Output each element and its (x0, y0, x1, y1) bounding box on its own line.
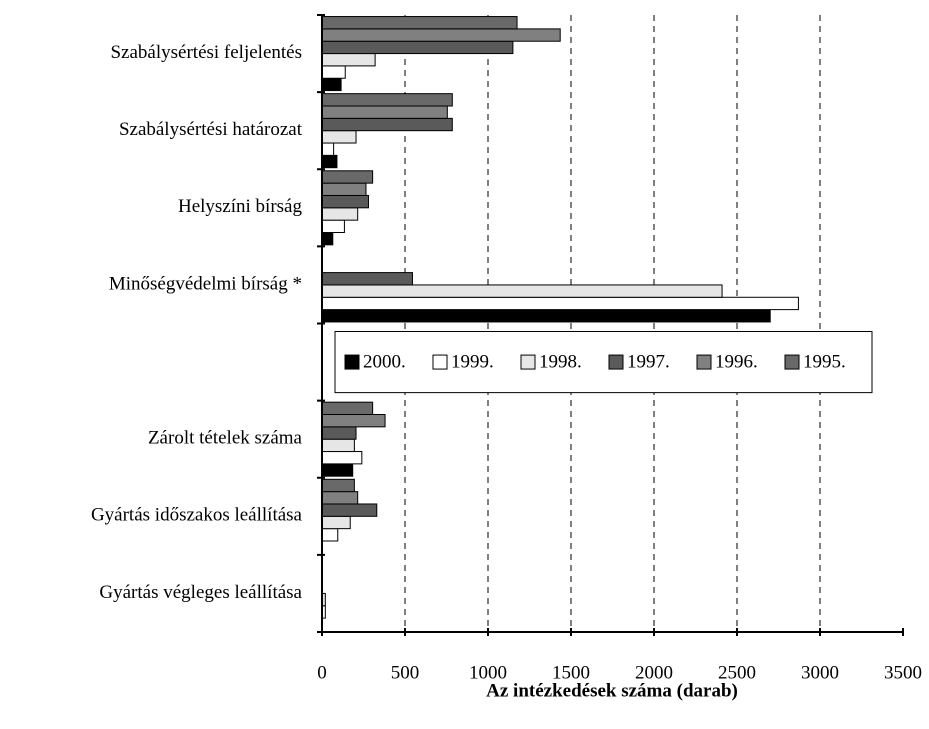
bar (321, 231, 334, 246)
y-tick-label: Minőségvédelmi bírság * (109, 273, 302, 294)
bar (321, 207, 359, 221)
bar (321, 170, 374, 184)
legend-swatch (608, 354, 624, 370)
bar (321, 451, 363, 465)
legend-swatch (432, 354, 448, 370)
bar (321, 478, 355, 493)
bar (321, 515, 351, 530)
y-tick-label: Gyártás időszakos leállítása (91, 505, 303, 526)
bar (321, 438, 355, 453)
y-tick-label: Zárolt tételek száma (148, 428, 303, 449)
legend-label: 1999. (451, 351, 494, 372)
x-tick-label: 3000 (801, 662, 839, 683)
bar (321, 182, 367, 196)
bar (321, 28, 561, 42)
bar (321, 16, 518, 30)
legend-label: 1995. (803, 351, 846, 372)
y-tick-label: Helyszíni bírság (178, 196, 303, 217)
legend-swatch (784, 354, 800, 370)
legend-label: 1998. (539, 351, 582, 372)
bar (321, 65, 346, 79)
bar (321, 414, 386, 428)
y-tick-label: Gyártás végleges leállítása (99, 582, 302, 603)
legend-label: 1996. (715, 351, 758, 372)
legend-label: 1997. (627, 351, 670, 372)
legend-swatch (344, 354, 360, 370)
bar (321, 463, 354, 477)
bar (321, 142, 335, 156)
bar (321, 40, 514, 55)
bar (321, 528, 339, 542)
bar (321, 309, 771, 323)
bar (321, 194, 369, 209)
bar (321, 219, 345, 233)
legend-box (334, 331, 873, 394)
bar (321, 154, 338, 169)
x-tick-label: 3500 (884, 662, 922, 683)
bar (321, 93, 453, 107)
bar (321, 53, 376, 67)
bar (321, 77, 342, 92)
x-tick-label: 1500 (552, 662, 590, 683)
legend-label: 2000. (363, 351, 406, 372)
bar (321, 284, 723, 298)
x-tick-label: 2500 (718, 662, 756, 683)
bar (321, 401, 374, 416)
legend-swatch (520, 354, 536, 370)
bar (321, 296, 799, 311)
x-tick-label: 0 (317, 662, 327, 683)
bar (321, 503, 378, 517)
bar (321, 130, 357, 144)
x-tick-label: 2000 (635, 662, 673, 683)
bar (321, 426, 357, 440)
y-tick-label: Szabálysértési feljelentés (110, 42, 302, 63)
bar (321, 117, 453, 132)
x-axis-label: Az intézkedések száma (darab) (486, 680, 738, 701)
bar (321, 105, 448, 119)
y-tick-label: Szabálysértési határozat (119, 119, 303, 140)
bar (321, 272, 413, 286)
legend-swatch (696, 354, 712, 370)
bar (321, 491, 359, 505)
x-tick-label: 500 (391, 662, 420, 683)
x-tick-label: 1000 (469, 662, 507, 683)
